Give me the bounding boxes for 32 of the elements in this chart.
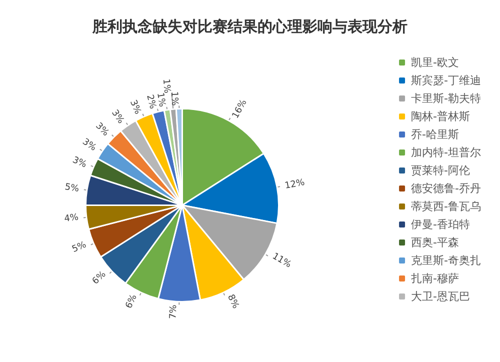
data-label: 3%	[127, 98, 142, 116]
data-label: 4%	[64, 212, 80, 224]
data-label: 3%	[80, 137, 98, 154]
legend-label: 斯宾瑟-丁维迪	[411, 74, 482, 87]
legend-label: 贾莱特-阿伦	[411, 164, 470, 177]
data-label: 6%	[90, 269, 108, 287]
data-label: 1%	[168, 91, 180, 106]
legend-label: 卡里斯-勒夫特	[411, 92, 482, 105]
legend-label: 克里斯-奇奥扎	[411, 254, 482, 267]
legend-label: 德安德鲁-乔丹	[411, 182, 482, 195]
data-label: 11%	[270, 252, 294, 271]
legend-label: 蒂莫西-鲁瓦乌	[411, 200, 482, 213]
data-label: 3%	[93, 121, 111, 139]
data-label: 12%	[284, 178, 306, 192]
legend-label: 陶林-普林斯	[411, 110, 470, 123]
data-label: 5%	[70, 240, 88, 256]
data-label: 5%	[64, 182, 80, 195]
data-label: 7%	[168, 304, 180, 320]
legend-label: 伊曼-香珀特	[411, 218, 470, 231]
data-label: 16%	[230, 98, 250, 120]
legend-label: 大卫-恩瓦巴	[411, 290, 470, 303]
legend-label: 扎南-穆萨	[411, 272, 460, 285]
data-label: 6%	[124, 292, 140, 310]
data-label: 3%	[70, 155, 88, 170]
data-label: 8%	[225, 293, 240, 311]
legend-label: 乔-哈里斯	[411, 128, 460, 141]
legend-label: 凯里-欧文	[411, 56, 460, 69]
data-label: 3%	[109, 108, 126, 126]
legend-label: 西奥-平森	[411, 236, 460, 249]
data-label: 2%	[144, 94, 158, 110]
chart-title: 胜利执念缺失对比赛结果的心理影响与表现分析	[92, 18, 408, 36]
legend-label: 加内特-坦普尔	[411, 146, 482, 159]
